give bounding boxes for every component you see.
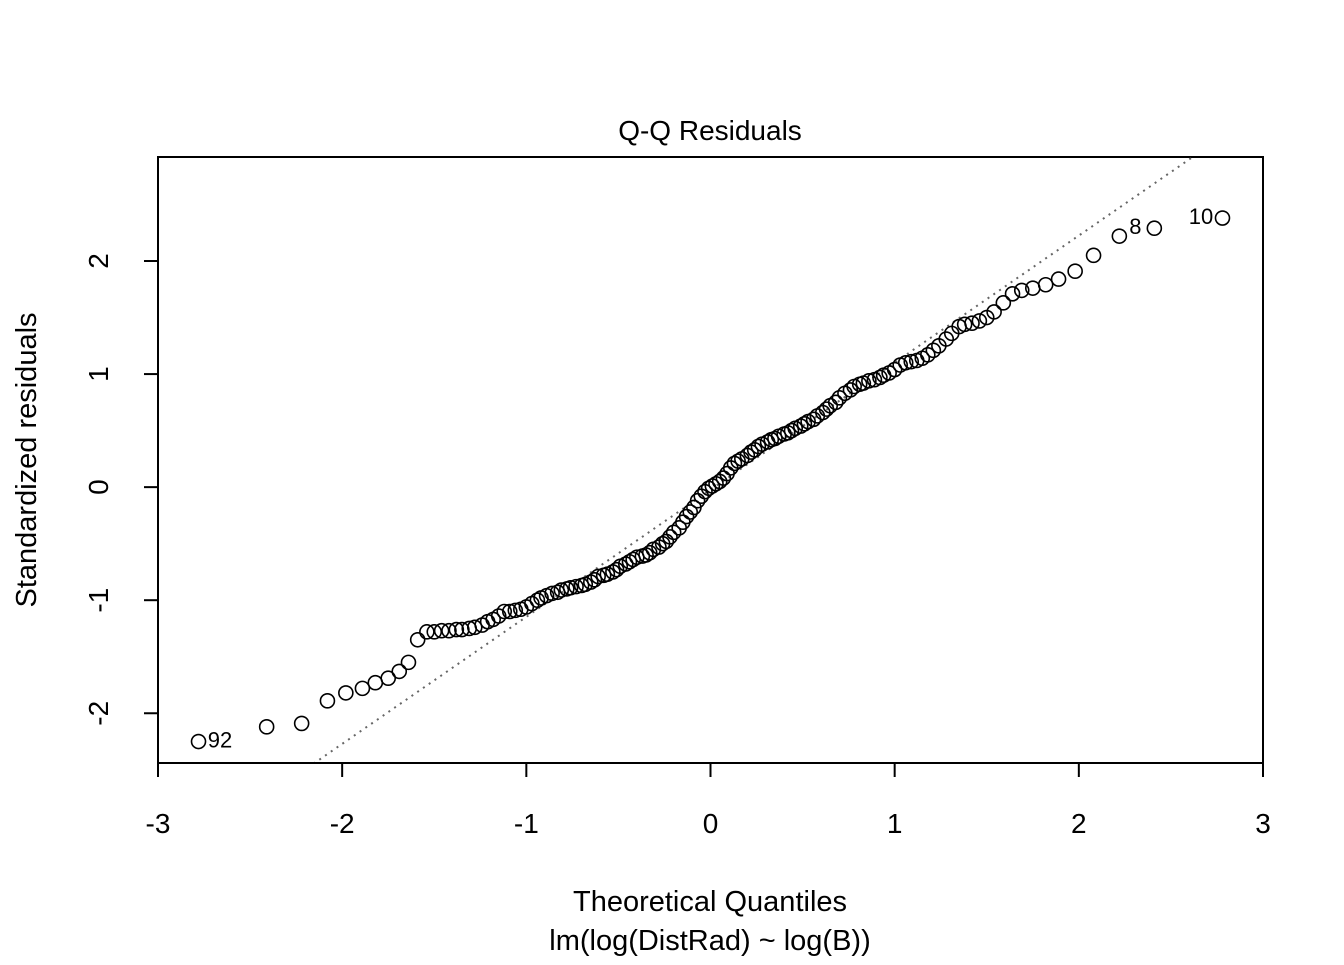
point — [608, 561, 625, 578]
point — [293, 715, 310, 732]
point — [496, 603, 513, 620]
point — [831, 390, 848, 406]
point — [903, 353, 920, 370]
point — [682, 504, 699, 520]
x-tick-label: -2 — [330, 808, 355, 839]
x-tick-label: 2 — [1071, 808, 1087, 839]
point — [529, 592, 546, 608]
point — [1111, 228, 1128, 244]
point — [338, 685, 354, 701]
point — [258, 719, 275, 735]
reference-line — [312, 157, 1195, 763]
point — [964, 315, 980, 331]
point — [367, 674, 384, 691]
point — [665, 524, 682, 541]
y-tick-label: 2 — [83, 253, 114, 269]
point — [662, 529, 678, 545]
point — [971, 313, 988, 329]
point — [730, 453, 746, 469]
point — [767, 430, 783, 447]
point — [426, 624, 443, 640]
point — [1004, 286, 1021, 302]
point — [827, 394, 844, 411]
point — [861, 373, 877, 389]
point — [441, 622, 457, 639]
y-axis-label: Standardized residuals — [11, 312, 43, 607]
y-tick-label: -1 — [83, 588, 114, 613]
point — [380, 670, 397, 687]
point — [448, 621, 465, 638]
point — [501, 603, 518, 620]
point — [553, 582, 570, 598]
subtitle: lm(log(DistRad) ~ log(B)) — [549, 925, 870, 957]
point — [400, 654, 417, 671]
point — [897, 354, 914, 371]
point — [568, 578, 584, 595]
x-tick-label: 0 — [703, 808, 719, 839]
x-axis-label: Theoretical Quantiles — [573, 886, 847, 918]
point — [409, 631, 426, 648]
point — [715, 470, 732, 486]
y-tick-label: 0 — [83, 479, 114, 495]
point — [938, 331, 955, 347]
point — [796, 416, 813, 432]
point — [886, 361, 903, 378]
point — [544, 585, 560, 602]
point — [190, 733, 207, 750]
point — [590, 568, 606, 585]
point — [956, 316, 973, 333]
plot-frame — [157, 156, 1264, 764]
point — [433, 622, 450, 639]
point — [925, 342, 942, 359]
point — [1085, 247, 1102, 264]
x-tick-label: -3 — [146, 808, 171, 839]
marks — [190, 157, 1231, 763]
x-tick-label: 3 — [1255, 808, 1271, 839]
chart-title: Q-Q Residuals — [618, 115, 802, 146]
x-tick-label: 1 — [887, 808, 903, 839]
point — [872, 369, 888, 386]
point — [466, 619, 483, 636]
point-label: 8 — [1129, 214, 1141, 239]
point-label: 92 — [208, 727, 232, 752]
point — [1067, 263, 1083, 279]
point — [391, 663, 408, 680]
point — [842, 382, 859, 398]
y-tick-label: -2 — [83, 701, 114, 726]
point — [490, 608, 507, 624]
point — [1146, 220, 1163, 237]
point — [641, 544, 658, 561]
point — [1214, 210, 1231, 226]
point — [783, 422, 800, 439]
point — [319, 693, 336, 709]
point — [1050, 271, 1067, 287]
point — [920, 347, 936, 363]
x-tick-label: -1 — [514, 808, 539, 839]
y-tick-label: 1 — [83, 366, 114, 382]
point — [986, 304, 1002, 320]
point — [507, 602, 524, 619]
point — [354, 680, 371, 697]
point — [1037, 276, 1054, 293]
point-label: 10 — [1189, 204, 1213, 229]
point — [693, 488, 710, 504]
point — [750, 438, 767, 455]
point — [419, 624, 435, 640]
point — [562, 579, 579, 596]
point — [1013, 282, 1030, 299]
point — [586, 572, 603, 588]
point — [995, 295, 1012, 311]
